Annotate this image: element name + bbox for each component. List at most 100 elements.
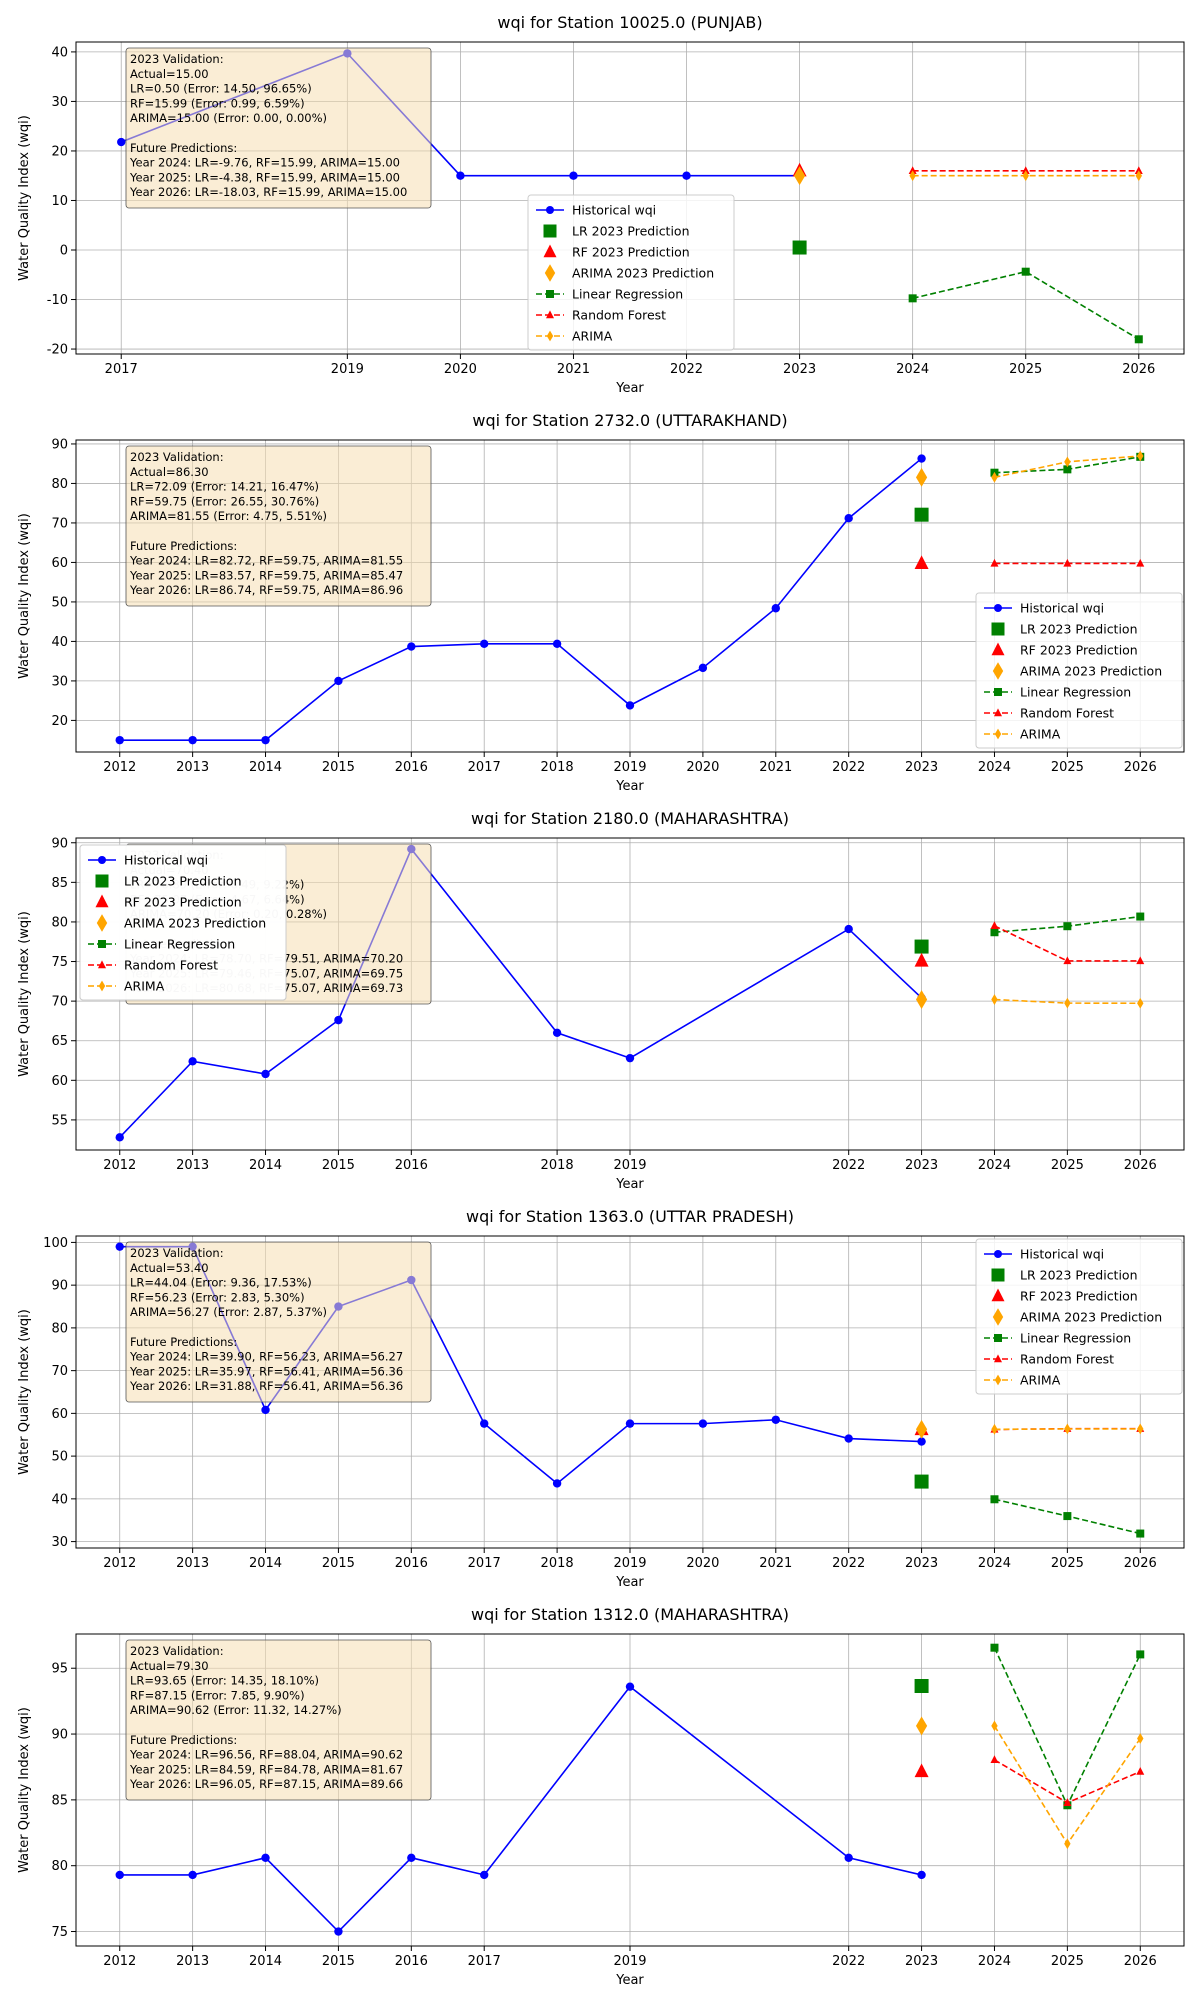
x-tick-label: 2018 [541, 1556, 574, 1571]
legend-label: Random Forest [572, 308, 666, 323]
legend-label: Random Forest [1020, 1352, 1114, 1367]
y-tick-label: 20 [51, 714, 68, 729]
historical-point [917, 454, 926, 463]
y-tick-label: 80 [51, 915, 68, 930]
x-tick-label: 2019 [613, 760, 646, 775]
legend-marker [95, 894, 109, 908]
x-tick-label: 2022 [670, 362, 703, 377]
rf-forecast-point [1021, 166, 1030, 175]
x-tick-label: 2025 [1051, 1158, 1084, 1173]
x-tick-label: 2023 [905, 760, 938, 775]
x-tick-label: 2015 [322, 760, 355, 775]
historical-point [625, 1682, 635, 1691]
textbox-line: Year 2024: LR=82.72, RF=59.75, ARIMA=81.… [129, 554, 403, 568]
legend-label: Linear Regression [1020, 1331, 1131, 1346]
legend-marker [543, 224, 557, 238]
x-tick-label: 2023 [783, 362, 816, 377]
legend-marker [992, 1308, 1004, 1326]
x-tick-label: 2022 [832, 760, 865, 775]
y-tick-label: 60 [51, 1074, 68, 1089]
textbox-line: RF=15.99 (Error: 0.99, 6.59%) [130, 96, 305, 110]
historical-point [480, 1870, 489, 1880]
textbox-line: Year 2024: LR=96.56, RF=88.04, ARIMA=90.… [129, 1748, 403, 1762]
legend-marker [994, 604, 1002, 612]
x-tick-label: 2023 [905, 1158, 938, 1173]
lr-2023-prediction [792, 240, 807, 255]
arima-forecast-point [1064, 1423, 1071, 1435]
historical-point [625, 1053, 635, 1063]
textbox-line: RF=87.15 (Error: 7.85, 9.90%) [130, 1688, 305, 1702]
textbox-line: Year 2024: LR=39.90, RF=56.23, ARIMA=56.… [129, 1350, 403, 1364]
x-tick-label: 2015 [322, 1158, 355, 1173]
arima-2023-prediction [915, 467, 928, 487]
legend-marker [546, 310, 554, 319]
rf-forecast-point [1136, 1766, 1145, 1775]
legend-marker [994, 688, 1002, 696]
y-axis-label: Water Quality Index (wqi) [17, 513, 32, 679]
x-tick-label: 2012 [103, 1954, 136, 1969]
legend-label: RF 2023 Prediction [572, 245, 690, 260]
historical-point [115, 1870, 124, 1880]
historical-point [334, 676, 343, 686]
historical-point [552, 1479, 562, 1488]
axes-frame [75, 41, 1185, 355]
y-tick-label: 90 [51, 836, 68, 851]
textbox-line: ARIMA=81.55 (Error: 4.75, 5.51%) [130, 509, 327, 523]
chart-panel-2: wqi for Station 2732.0 (UTTARAKHAND) 2012… [17, 411, 1185, 794]
x-tick-label: 2016 [395, 1954, 428, 1969]
x-axis-label: Year [615, 1575, 644, 1590]
historical-point [261, 1405, 270, 1415]
historical-point [552, 1028, 562, 1038]
y-tick-label: 100 [43, 1236, 68, 1251]
textbox-line: Future Predictions: [130, 1335, 237, 1349]
axes-frame [75, 837, 1185, 1151]
y-tick-label: 85 [51, 1793, 68, 1808]
x-tick-label: 2025 [1009, 362, 1042, 377]
rf-forecast-point [990, 558, 999, 567]
x-tick-label: 2023 [905, 1954, 938, 1969]
lr-forecast-point [1063, 1512, 1072, 1521]
x-tick-label: 2026 [1124, 1556, 1157, 1571]
legend-label: Linear Regression [572, 287, 683, 302]
arima-forecast-point [1022, 170, 1029, 182]
legend-marker [543, 244, 557, 258]
y-tick-label: 60 [51, 1407, 68, 1422]
rf-forecast-point [1063, 1798, 1072, 1806]
lr-forecast-point [990, 928, 999, 937]
x-tick-label: 2013 [176, 1556, 209, 1571]
x-tick-label: 2014 [249, 1556, 282, 1571]
arima-2023-prediction [793, 166, 806, 186]
rf-forecast-line [994, 925, 1141, 962]
rf-2023-prediction [914, 1763, 929, 1778]
legend-marker [96, 914, 108, 932]
y-tick-label: 50 [51, 1450, 68, 1465]
legend-label: RF 2023 Prediction [124, 895, 242, 910]
historical-point [682, 171, 691, 180]
x-tick-label: 2013 [176, 760, 209, 775]
lr-forecast-point [1021, 267, 1030, 276]
textbox-line: 2023 Validation: [130, 52, 224, 66]
arima-forecast-point [991, 471, 998, 483]
arima-forecast-point [909, 170, 916, 182]
legend-label: Linear Regression [124, 937, 235, 952]
y-tick-label: 70 [51, 1364, 68, 1379]
legend: Historical wqi LR 2023 Prediction RF 2023 … [975, 1238, 1183, 1395]
x-axis-label: Year [615, 381, 644, 396]
lr-2023-prediction [914, 1474, 929, 1489]
historical-point [334, 1015, 343, 1025]
legend-label: Random Forest [124, 958, 218, 973]
y-tick-label: 20 [51, 144, 68, 159]
lr-forecast-point [1136, 1529, 1145, 1538]
arima-forecast-point [991, 1720, 998, 1732]
x-tick-label: 2022 [832, 1158, 865, 1173]
legend: Historical wqi LR 2023 Prediction RF 2023 … [975, 592, 1183, 749]
chart-title: wqi for Station 10025.0 (PUNJAB) [497, 13, 762, 32]
historical-point [456, 171, 465, 180]
legend-label: Historical wqi [1020, 1247, 1104, 1262]
chart-title: wqi for Station 1363.0 (UTTAR PRADESH) [466, 1207, 794, 1226]
legend-marker [991, 1268, 1005, 1282]
legend-marker [95, 874, 109, 888]
y-tick-label: 55 [51, 1113, 68, 1128]
